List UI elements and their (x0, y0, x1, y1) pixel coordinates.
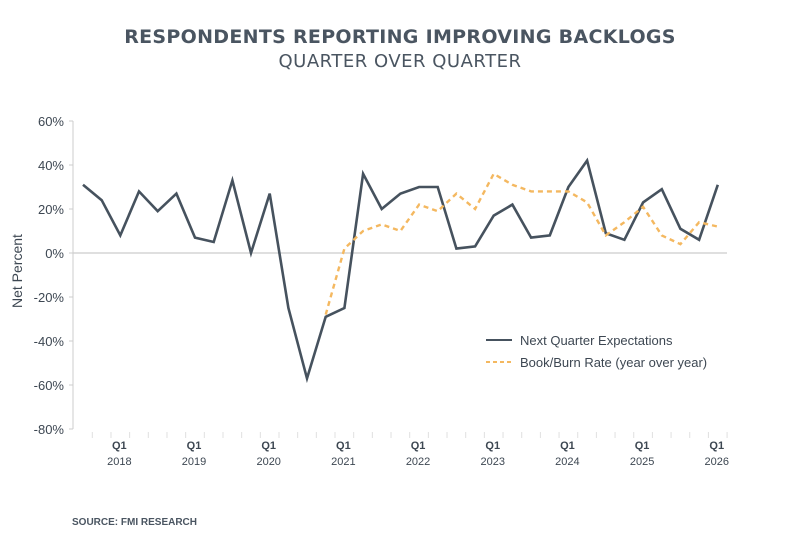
y-tick-label: 0% (45, 246, 64, 261)
y-tick-label: 40% (38, 158, 64, 173)
x-axis: Q1 2018 Q1 2019 Q1 2020 Q1 2021 Q1 2022 Q1 2023 Q1 20… (91, 432, 729, 468)
y-axis: 60% 40% 20% 0% -20% -40% -60% -80% (34, 114, 727, 437)
x-tick-quarter: Q1 (411, 440, 426, 452)
y-tick-label: 60% (38, 114, 64, 129)
x-tick-quarter: Q1 (261, 440, 276, 452)
chart-subtitle: QUARTER OVER QUARTER (278, 51, 522, 72)
y-tick-label: -20% (34, 290, 65, 305)
series-next-quarter-line (82, 157, 720, 384)
x-tick-year: 2025 (630, 456, 654, 468)
legend-label-book-burn: Book/Burn Rate (year over year) (520, 355, 707, 370)
x-tick-quarter: Q1 (635, 440, 650, 452)
x-tick-year: 2021 (331, 456, 355, 468)
series-lines (82, 157, 720, 384)
legend: Next Quarter Expectations Book/Burn Rate… (486, 333, 707, 370)
x-tick-quarter: Q1 (187, 440, 202, 452)
x-tick-year: 2018 (107, 456, 131, 468)
x-tick-quarter: Q1 (560, 440, 575, 452)
x-tick-quarter: Q1 (485, 440, 500, 452)
legend-label-next-quarter: Next Quarter Expectations (520, 333, 673, 348)
y-tick-label: -80% (34, 422, 65, 437)
x-tick-year: 2026 (705, 456, 729, 468)
y-tick-label: -40% (34, 334, 65, 349)
x-tick-year: 2023 (480, 456, 504, 468)
x-tick-year: 2019 (182, 456, 206, 468)
series-book-burn-line (324, 172, 719, 315)
x-tick-year: 2024 (555, 456, 579, 468)
y-tick-label: 20% (38, 202, 64, 217)
chart-title: RESPONDENTS REPORTING IMPROVING BACKLOGS (124, 26, 676, 48)
x-tick-year: 2020 (256, 456, 280, 468)
y-axis-label: Net Percent (9, 234, 25, 308)
x-tick-quarter: Q1 (336, 440, 351, 452)
x-tick-year: 2022 (406, 456, 430, 468)
y-tick-label: -60% (34, 378, 65, 393)
source-note: SOURCE: FMI RESEARCH (72, 517, 198, 528)
x-tick-quarter: Q1 (709, 440, 724, 452)
x-tick-quarter: Q1 (112, 440, 127, 452)
